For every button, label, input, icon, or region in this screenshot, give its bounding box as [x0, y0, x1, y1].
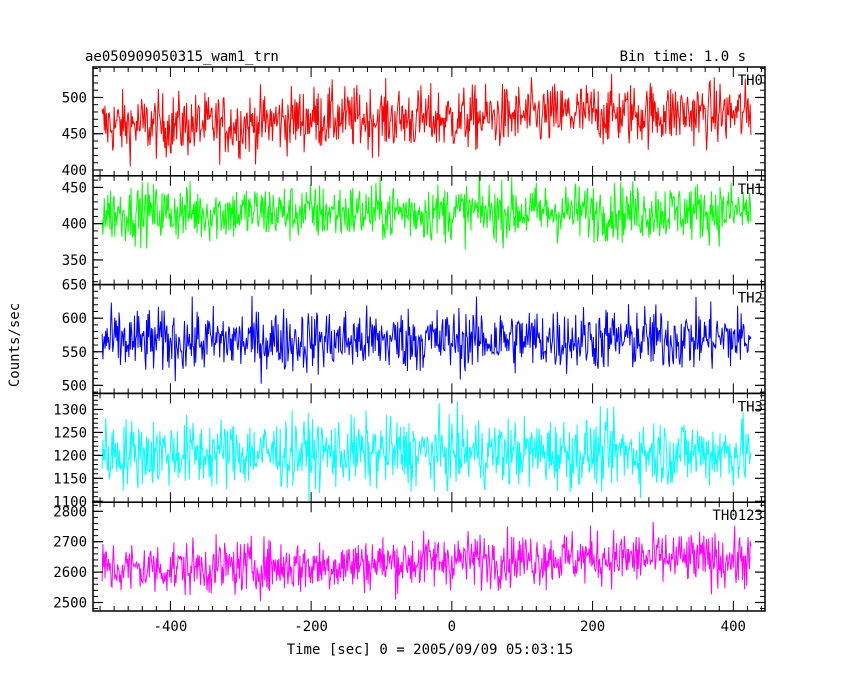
y-axis-label: Counts/sec: [7, 303, 23, 387]
series-line-th0123: [101, 521, 752, 602]
y-tick-label: 1150: [53, 471, 87, 487]
y-tick-label: 550: [62, 345, 87, 361]
chart-title-right: Bin time: 1.0 s: [620, 49, 746, 65]
y-tick-label: 450: [62, 127, 87, 143]
y-tick-label: 1200: [53, 448, 87, 464]
panel-th1: 350 400 450 TH1: [62, 175, 766, 286]
y-tick-label: 2600: [53, 565, 87, 581]
y-tick-label: 650: [62, 278, 87, 294]
y-tick-label: 400: [62, 163, 87, 179]
panel-label: TH2: [738, 291, 763, 307]
y-tick-label: 1300: [53, 402, 87, 418]
y-tick-label: 2700: [53, 535, 87, 551]
x-axis-label: Time [sec] 0 = 2005/09/09 05:03:15: [287, 642, 574, 658]
chart-title-left: ae050909050315_wam1_trn: [85, 49, 279, 65]
y-tick-label: 400: [62, 217, 87, 233]
panel-th2: 500 550 600 650 TH2: [62, 278, 766, 394]
x-axis: -400 -200 0 200 400: [154, 619, 746, 635]
x-tick-label: 200: [580, 619, 605, 635]
series-line-th1: [101, 175, 752, 250]
series-line-th2: [101, 295, 752, 384]
y-tick-label: 500: [62, 378, 87, 394]
panel-label: TH0: [738, 73, 763, 89]
y-tick-label: 1100: [53, 494, 87, 510]
series-line-th3: [101, 401, 752, 503]
panel-label: TH0123: [712, 508, 763, 524]
y-tick-label: 450: [62, 180, 87, 196]
y-tick-label: 2500: [53, 595, 87, 611]
panel-th0123: 2500 2600 2700 2800 TH0123: [53, 501, 766, 612]
panel-th0: 400 450 500 TH0: [62, 66, 766, 179]
x-tick-label: -400: [154, 619, 188, 635]
series-line-th0: [101, 73, 752, 167]
y-tick-label: 350: [62, 253, 87, 269]
y-tick-label: 500: [62, 90, 87, 106]
panel-frame: [92, 501, 766, 612]
panel-label: TH3: [738, 399, 763, 415]
y-tick-label: 600: [62, 311, 87, 327]
y-tick-label: 2800: [53, 504, 87, 520]
panel-th3: 1100 1150 1200 1250 1300 TH3: [53, 392, 766, 510]
panel-label: TH1: [738, 182, 763, 198]
x-tick-label: 400: [721, 619, 746, 635]
x-tick-label: -200: [294, 619, 328, 635]
x-tick-label: 0: [448, 619, 456, 635]
y-tick-label: 1250: [53, 425, 87, 441]
